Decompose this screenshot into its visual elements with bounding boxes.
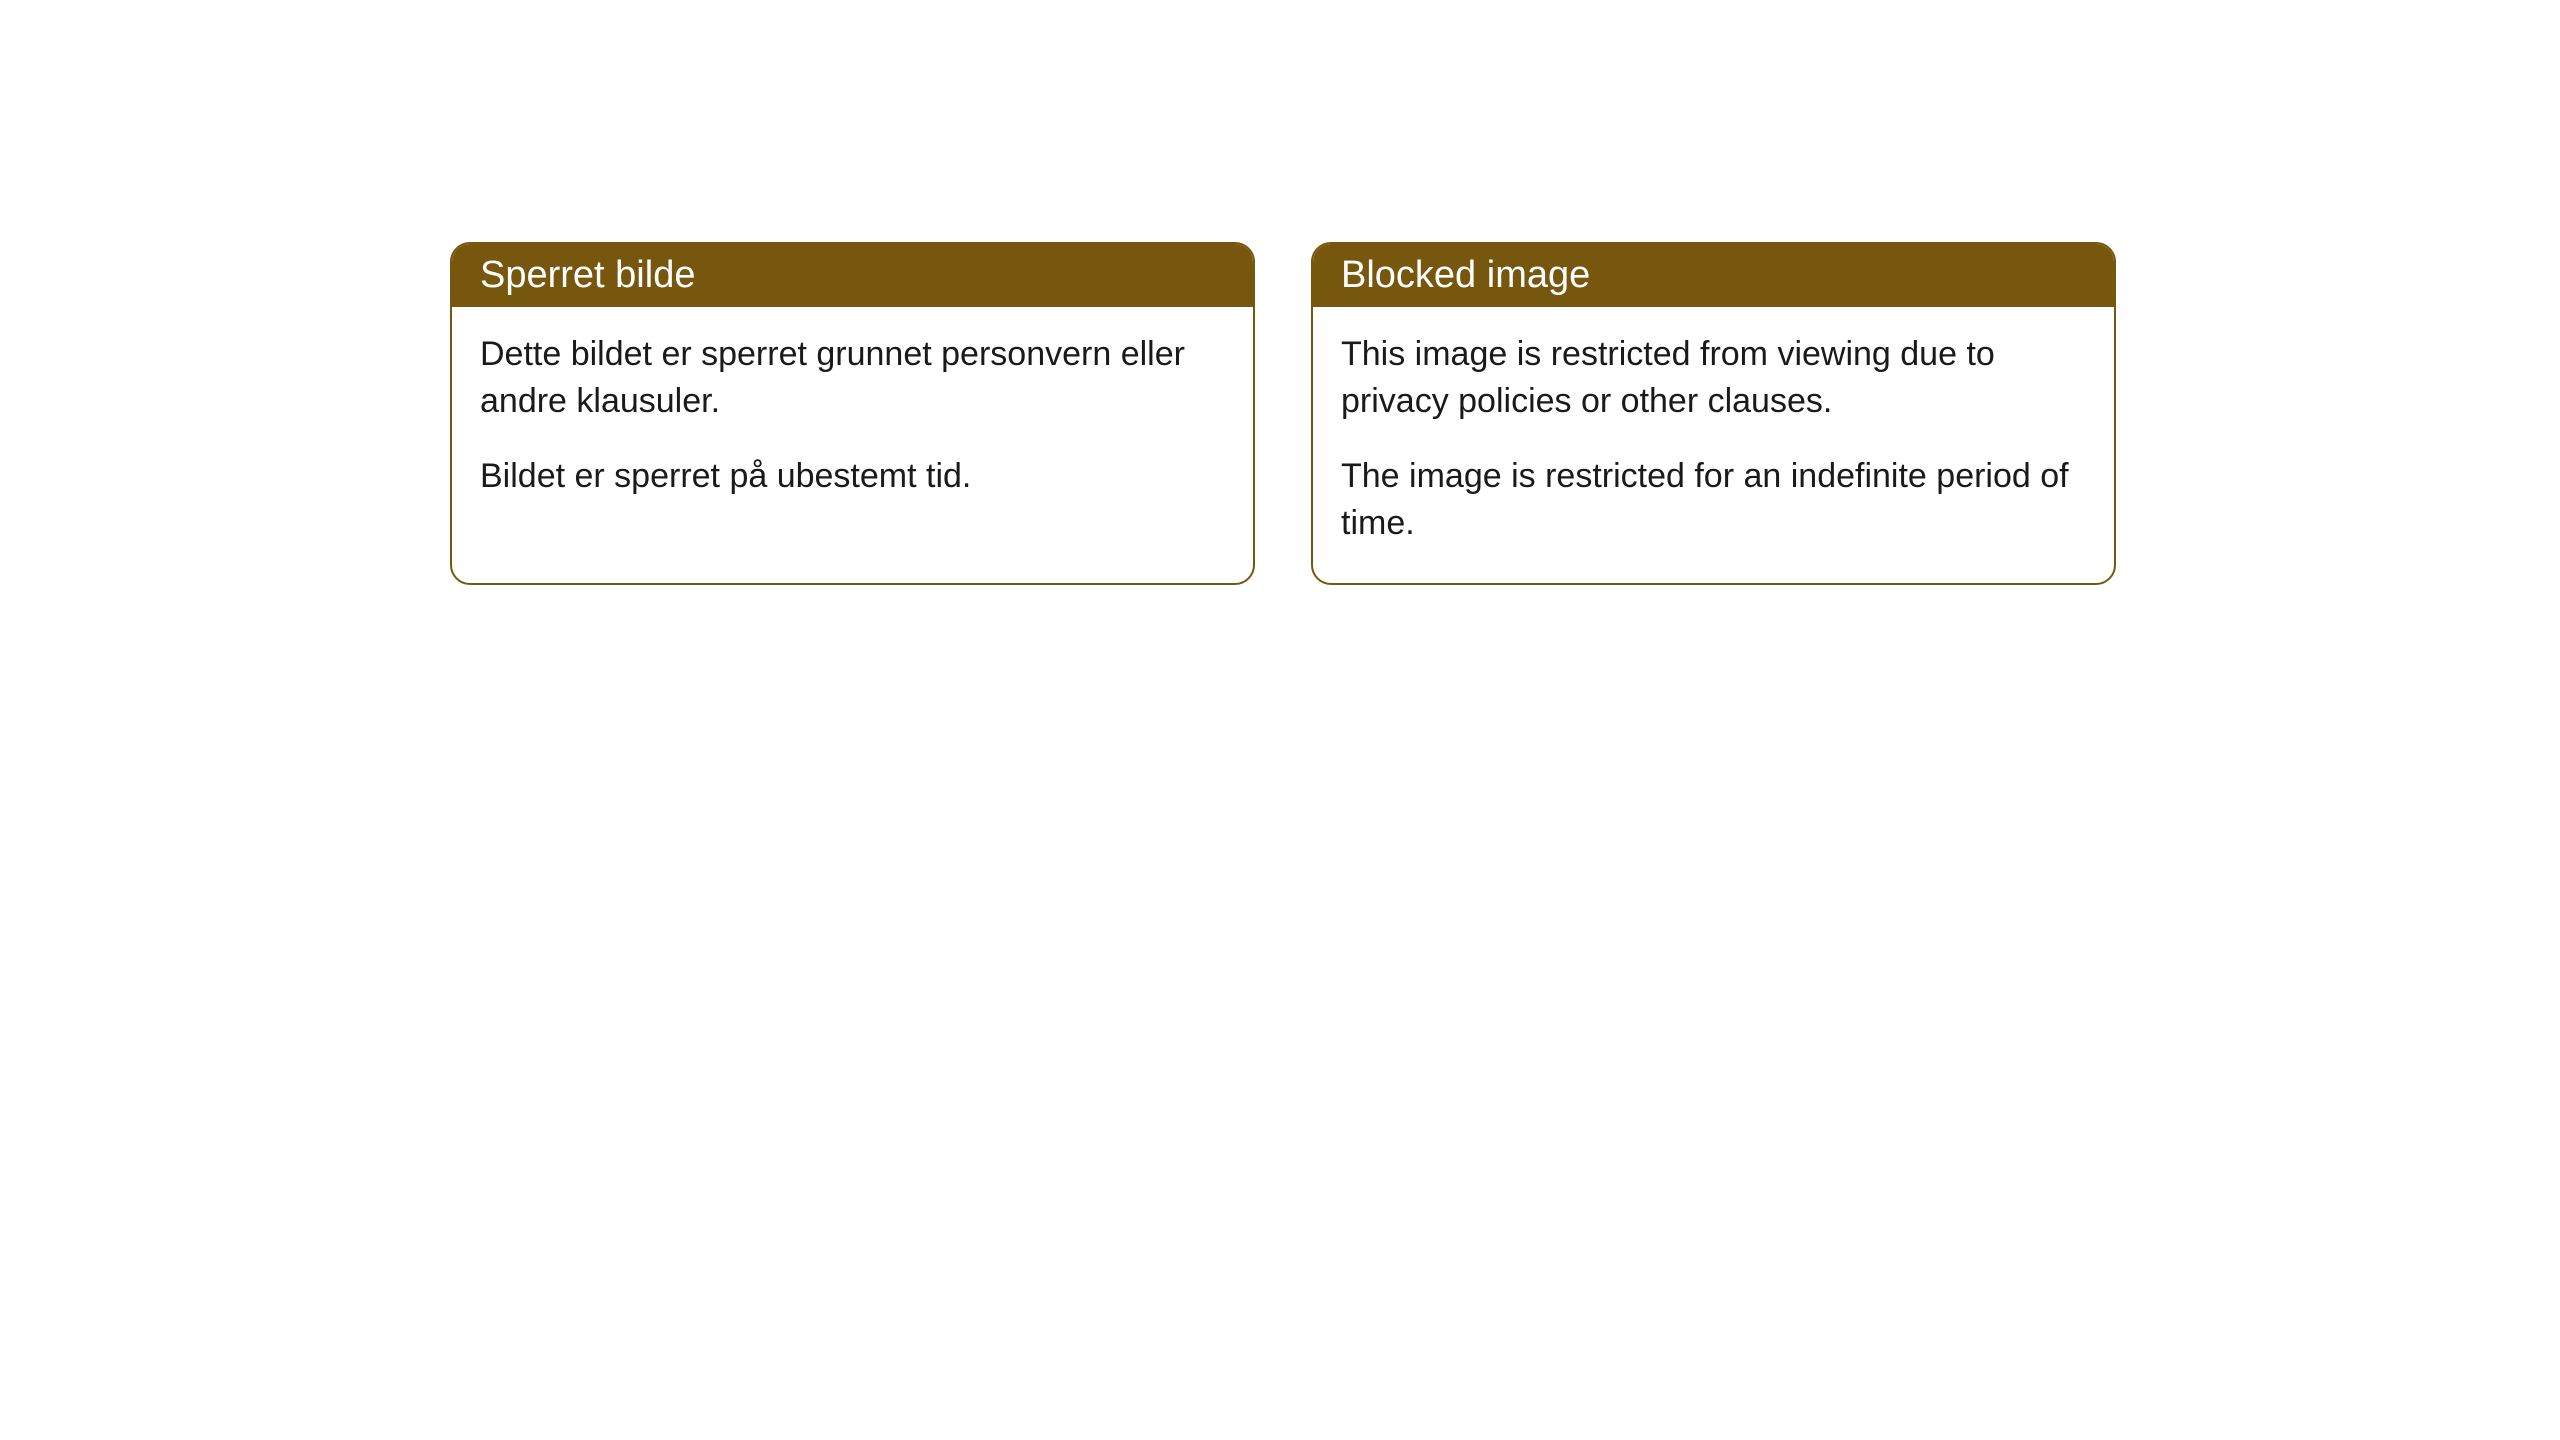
card-title: Blocked image <box>1341 254 1590 296</box>
card-header: Sperret bilde <box>452 244 1253 307</box>
card-body: This image is restricted from viewing du… <box>1313 307 2114 583</box>
card-paragraph-1: This image is restricted from viewing du… <box>1341 331 2086 425</box>
card-title: Sperret bilde <box>480 254 695 296</box>
card-paragraph-2: Bildet er sperret på ubestemt tid. <box>480 453 1225 500</box>
card-body: Dette bildet er sperret grunnet personve… <box>452 307 1253 536</box>
card-paragraph-1: Dette bildet er sperret grunnet personve… <box>480 331 1225 425</box>
cards-container: Sperret bilde Dette bildet er sperret gr… <box>0 0 2560 585</box>
blocked-image-card-english: Blocked image This image is restricted f… <box>1311 242 2116 585</box>
card-paragraph-2: The image is restricted for an indefinit… <box>1341 453 2086 547</box>
card-header: Blocked image <box>1313 244 2114 307</box>
blocked-image-card-norwegian: Sperret bilde Dette bildet er sperret gr… <box>450 242 1255 585</box>
